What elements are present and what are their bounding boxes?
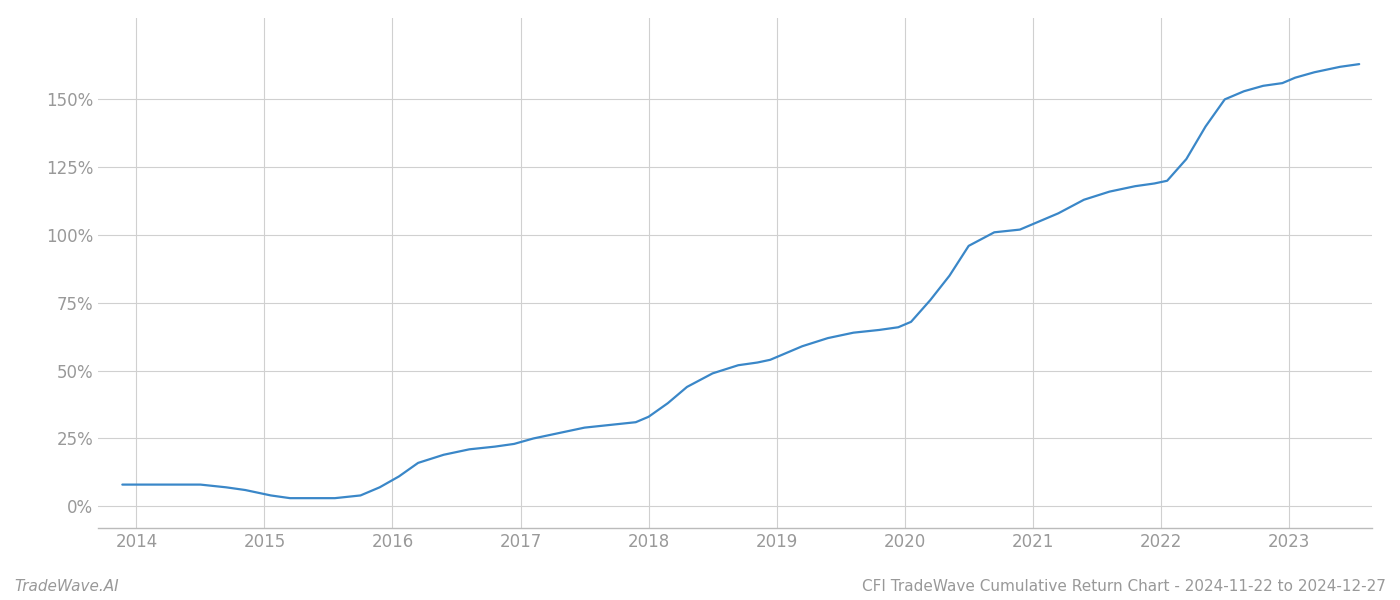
Text: TradeWave.AI: TradeWave.AI <box>14 579 119 594</box>
Text: CFI TradeWave Cumulative Return Chart - 2024-11-22 to 2024-12-27: CFI TradeWave Cumulative Return Chart - … <box>862 579 1386 594</box>
